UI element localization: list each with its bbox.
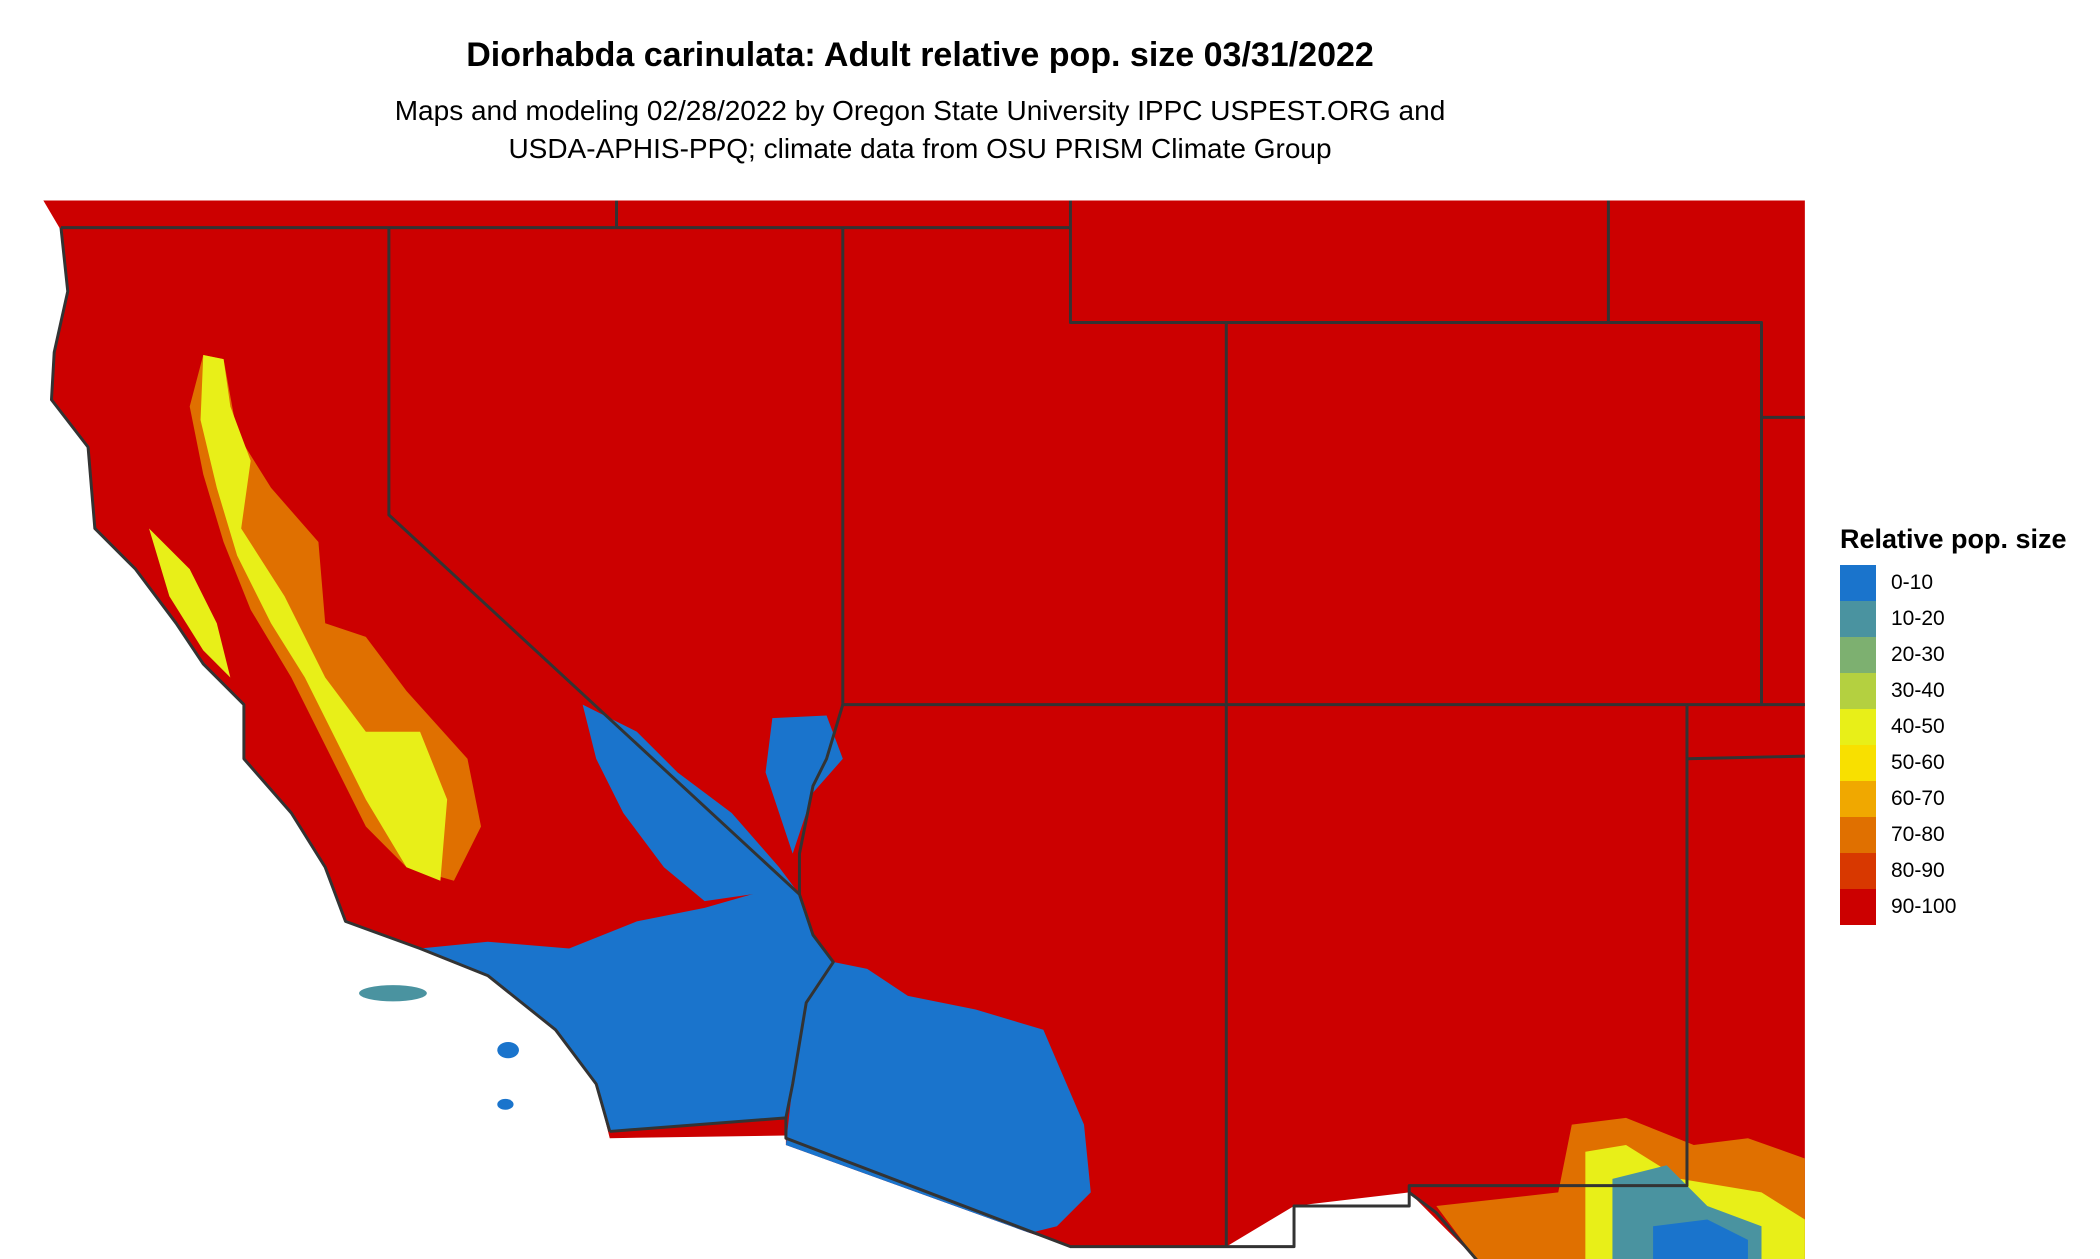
island <box>497 1098 514 1110</box>
legend-swatch <box>1840 565 1876 601</box>
legend-label: 0-10 <box>1891 571 1934 594</box>
legend-item: 40-50 <box>1840 709 2067 745</box>
legend-swatch <box>1840 709 1876 745</box>
legend-label: 90-100 <box>1891 895 1957 918</box>
legend-swatch <box>1840 781 1876 817</box>
region-0-10-mojave <box>582 704 800 902</box>
legend: Relative pop. size 0-10 10-20 20-30 30-40 40… <box>1840 524 2067 925</box>
legend-item: 30-40 <box>1840 673 2067 709</box>
legend-items: 0-10 10-20 20-30 30-40 40-50 50-60 60-70 70-80 8… <box>1840 565 2067 925</box>
island <box>497 1041 519 1059</box>
legend-label: 30-40 <box>1891 679 1945 702</box>
region-0-10 <box>420 887 834 1132</box>
legend-item: 60-70 <box>1840 781 2067 817</box>
legend-item: 10-20 <box>1840 601 2067 637</box>
legend-label: 60-70 <box>1891 787 1945 810</box>
legend-label: 10-20 <box>1891 607 1945 630</box>
legend-label: 50-60 <box>1891 751 1945 774</box>
legend-item: 20-30 <box>1840 637 2067 673</box>
legend-item: 70-80 <box>1840 817 2067 853</box>
map-subtitle: Maps and modeling 02/28/2022 by Oregon S… <box>0 92 1840 168</box>
legend-label: 70-80 <box>1891 823 1945 846</box>
region-90-100 <box>43 200 1805 1259</box>
legend-item: 90-100 <box>1840 889 2067 925</box>
legend-item: 80-90 <box>1840 853 2067 889</box>
region-0-10-lakemead <box>765 715 843 854</box>
legend-label: 20-30 <box>1891 643 1945 666</box>
legend-swatch <box>1840 637 1876 673</box>
island <box>359 985 427 1002</box>
legend-swatch <box>1840 889 1876 925</box>
map-title: Diorhabda carinulata: Adult relative pop… <box>466 36 1374 74</box>
legend-swatch <box>1840 817 1876 853</box>
legend-swatch <box>1840 601 1876 637</box>
legend-label: 80-90 <box>1891 859 1945 882</box>
region-0-10-arizona <box>785 962 1091 1234</box>
legend-item: 50-60 <box>1840 745 2067 781</box>
legend-swatch <box>1840 745 1876 781</box>
region-40-50 <box>200 355 448 881</box>
region-0-10-mexico <box>1653 1219 1748 1259</box>
subtitle-line-1: Maps and modeling 02/28/2022 by Oregon S… <box>394 95 1446 126</box>
legend-swatch <box>1840 673 1876 709</box>
legend-label: 40-50 <box>1891 715 1945 738</box>
region-40-50-coast <box>149 528 231 678</box>
subtitle-line-2: USDA-APHIS-PPQ; climate data from OSU PR… <box>508 133 1332 164</box>
legend-title: Relative pop. size <box>1840 524 2067 554</box>
state-borders <box>49 200 1805 1259</box>
legend-swatch <box>1840 853 1876 889</box>
legend-item: 0-10 <box>1840 565 2067 601</box>
